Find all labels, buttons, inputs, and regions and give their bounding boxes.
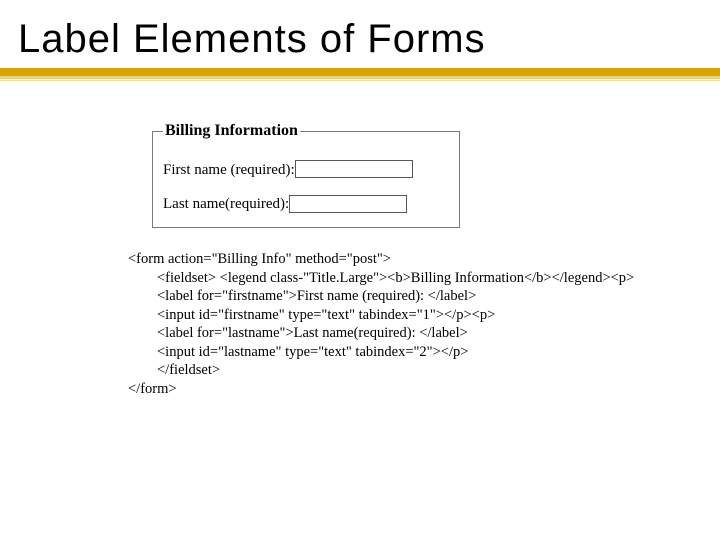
first-name-label: First name (required): [163, 162, 295, 179]
code-line: <label for="firstname">First name (requi… [128, 288, 476, 304]
page-title: Label Elements of Forms [0, 18, 720, 60]
code-line: <fieldset> <legend class-"Title.Large"><… [128, 270, 634, 286]
first-name-input[interactable] [295, 160, 413, 178]
title-underline [0, 66, 720, 86]
code-line: <form action="Billing Info" method="post… [128, 251, 391, 267]
billing-fieldset: Billing Information First name (required… [152, 122, 460, 228]
code-sample: <form action="Billing Info" method="post… [128, 250, 720, 398]
underline-shadow [0, 76, 720, 79]
code-line: </fieldset> [128, 362, 220, 378]
first-name-row: First name (required): [163, 160, 449, 179]
code-line: <input id="lastname" type="text" tabinde… [128, 344, 468, 360]
underline-bar [0, 68, 720, 76]
last-name-row: Last name(required): [163, 195, 449, 214]
form-preview: Billing Information First name (required… [152, 122, 460, 228]
code-line: <input id="firstname" type="text" tabind… [128, 307, 495, 323]
billing-legend: Billing Information [163, 122, 300, 140]
slide: Label Elements of Forms Billing Informat… [0, 0, 720, 540]
code-line: </form> [128, 381, 177, 397]
code-line: <label for="lastname">Last name(required… [128, 325, 468, 341]
last-name-label: Last name(required): [163, 196, 289, 213]
underline-extra [0, 80, 720, 81]
last-name-input[interactable] [289, 195, 407, 213]
